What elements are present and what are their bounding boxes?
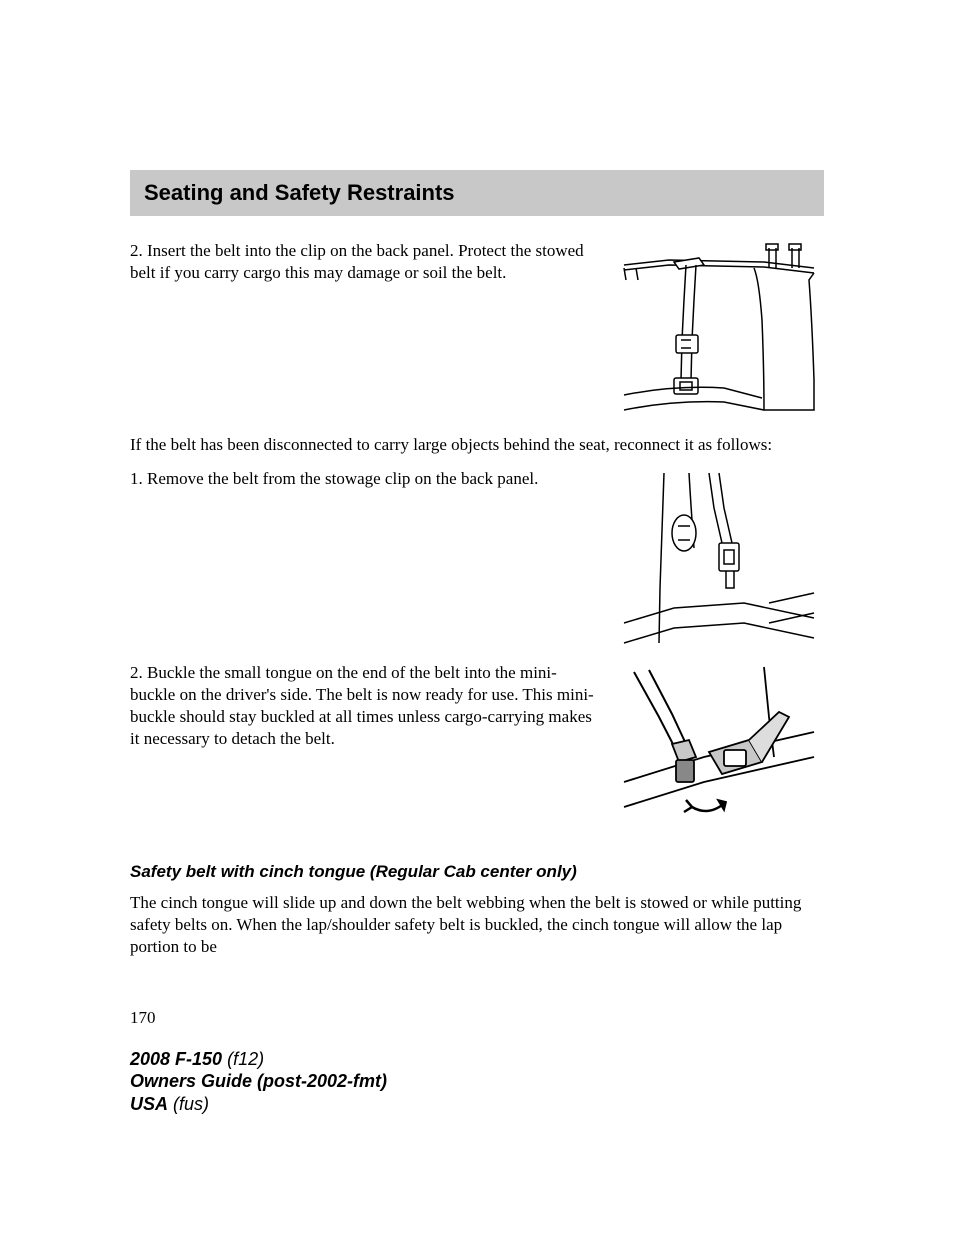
section-header: Seating and Safety Restraints xyxy=(130,170,824,216)
cinch-text: The cinch tongue will slide up and down … xyxy=(130,892,824,958)
step-2-insert-text: 2. Insert the belt into the clip on the … xyxy=(130,240,594,420)
footer-code1: (f12) xyxy=(222,1049,264,1069)
figure-mini-buckle xyxy=(614,662,824,842)
footer-guide: Owners Guide (post-2002-fmt) xyxy=(130,1070,387,1093)
figure-remove-clip xyxy=(614,468,824,648)
page-number: 170 xyxy=(130,1008,824,1028)
step-1-remove-text: 1. Remove the belt from the stowage clip… xyxy=(130,468,594,648)
figure-belt-clip xyxy=(614,240,824,420)
footer-block: 2008 F-150 (f12) Owners Guide (post-2002… xyxy=(130,1048,387,1116)
step-2-buckle-block: 2. Buckle the small tongue on the end of… xyxy=(130,662,824,842)
reconnect-intro: If the belt has been disconnected to car… xyxy=(130,434,824,456)
step-2-insert-block: 2. Insert the belt into the clip on the … xyxy=(130,240,824,420)
section-title: Seating and Safety Restraints xyxy=(144,180,810,206)
step-1-remove-block: 1. Remove the belt from the stowage clip… xyxy=(130,468,824,648)
footer-vehicle: 2008 F-150 xyxy=(130,1049,222,1069)
cinch-subheading: Safety belt with cinch tongue (Regular C… xyxy=(130,862,824,882)
footer-code2: (fus) xyxy=(168,1094,209,1114)
footer-region: USA xyxy=(130,1094,168,1114)
step-2-buckle-text: 2. Buckle the small tongue on the end of… xyxy=(130,662,594,842)
